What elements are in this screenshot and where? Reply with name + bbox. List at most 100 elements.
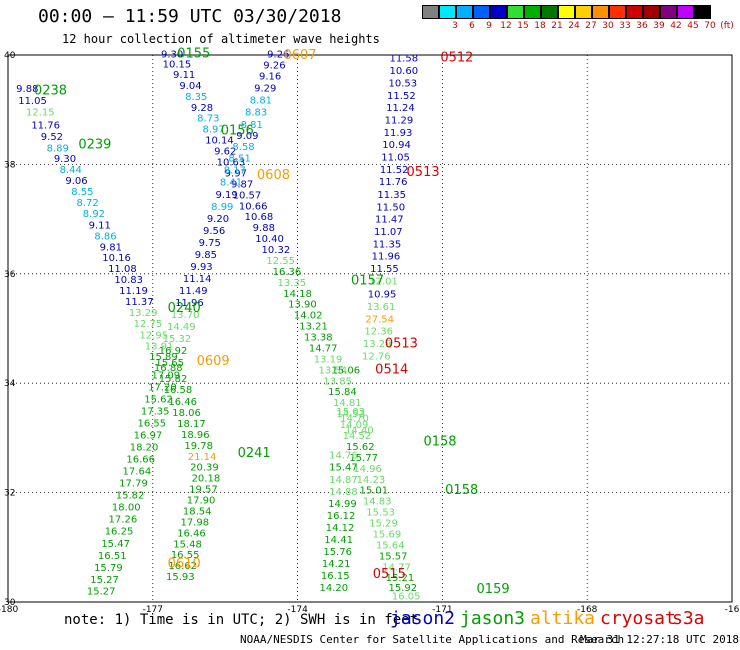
wave-height-value: 9.88 (16, 84, 38, 95)
wave-height-value: 15.03 (336, 407, 365, 418)
wave-height-value: 11.96 (372, 252, 401, 263)
wave-height-value: 11.55 (370, 264, 399, 275)
wave-height-value: 15.06 (332, 365, 361, 376)
wave-height-value: 11.52 (387, 91, 416, 102)
legend-swatch (626, 5, 643, 19)
wave-height-value: 11.52 (380, 165, 409, 176)
wave-height-value: 15.84 (328, 387, 357, 398)
footnote: note: 1) Time is in UTC; 2) SWH is in fe… (64, 612, 419, 628)
legend-swatch (558, 5, 575, 19)
legend-swatch (456, 5, 473, 19)
wave-height-value: 9.11 (173, 70, 195, 81)
wave-height-value: 8.17 (224, 166, 246, 177)
wave-height-value: 13.54 (319, 365, 348, 376)
wave-height-value: 8.97 (202, 125, 224, 136)
legend-jason3: jason3 (460, 608, 526, 629)
wave-height-value: 10.57 (233, 190, 262, 201)
wave-height-value: 8.72 (77, 198, 99, 209)
wave-height-value: 8.81 (250, 96, 272, 107)
wave-height-value: 12.15 (26, 108, 55, 119)
track-time-label: 0156 (221, 123, 254, 138)
legend-tick-label: 45 (687, 21, 699, 31)
wave-height-value: 12.76 (362, 352, 391, 363)
track-time-label: 0155 (177, 47, 210, 62)
wave-height-value: 9.04 (179, 81, 201, 92)
lon-label: -171 (432, 605, 452, 615)
wave-height-value: 11.50 (376, 202, 405, 213)
wave-height-value: 11.37 (125, 297, 154, 308)
wave-height-value: 11.29 (385, 115, 414, 126)
wave-height-value: 16.66 (126, 455, 155, 466)
lon-label: -180 (0, 605, 18, 615)
wave-height-value: 14.76 (329, 451, 358, 462)
legend-altika: altika (530, 608, 596, 629)
legend-swatch (541, 5, 558, 19)
wave-height-value: 10.53 (389, 79, 418, 90)
track-time-label: 0515 (373, 567, 406, 582)
map-frame (7, 54, 733, 603)
track-time-label: 0610 (168, 557, 201, 572)
wave-height-value: 15.64 (376, 540, 405, 551)
legend-tick-label: 33 (619, 21, 631, 31)
wave-height-value: 11.08 (108, 264, 137, 275)
wave-height-value: 14.87 (329, 475, 358, 486)
track-time-label: 0240 (168, 301, 201, 316)
wave-height-value: 18.54 (183, 506, 212, 517)
wave-height-value: 15.32 (163, 334, 192, 345)
lon-label: -177 (143, 605, 163, 615)
wave-height-value: 9.09 (236, 131, 258, 142)
wave-height-value: 8.55 (71, 187, 93, 198)
wave-height-value: 11.07 (374, 227, 403, 238)
wave-height-value: 9.52 (41, 132, 63, 143)
legend-s3a: s3a (672, 608, 705, 629)
wave-height-value: 16.62 (168, 561, 197, 572)
legend-swatch (575, 5, 592, 19)
wave-height-value: 18.96 (181, 430, 210, 441)
legend-tick-label: 42 (670, 21, 682, 31)
wave-height-value: 16.36 (273, 267, 302, 278)
wave-height-value: 14.12 (326, 523, 355, 534)
wave-height-value: 17.64 (123, 467, 152, 478)
wave-height-value: 16.58 (164, 385, 193, 396)
track-time-label: 0512 (440, 51, 473, 66)
legend-swatch (507, 5, 524, 19)
wave-height-value: 10.16 (102, 253, 131, 264)
track-time-label: 0514 (375, 362, 408, 377)
wave-height-value: 15.47 (101, 539, 130, 550)
wave-height-value: 12.55 (266, 256, 295, 267)
wave-height-value: 19.78 (184, 441, 213, 452)
wave-height-value: 13.19 (314, 354, 343, 365)
wave-height-value: 15.48 (173, 539, 202, 550)
wave-height-value: 13.90 (288, 300, 317, 311)
wave-height-value: 17.20 (148, 382, 177, 393)
legend-swatch (643, 5, 660, 19)
legend-swatch (592, 5, 609, 19)
wave-height-value: 11.05 (18, 96, 47, 107)
lat-label: 36 (4, 270, 16, 280)
wave-height-value: 15.89 (149, 352, 178, 363)
wave-height-value: 17.26 (109, 515, 138, 526)
legend-swatch (473, 5, 490, 19)
wave-height-value: 9.26 (263, 61, 285, 72)
wave-height-value: 15.65 (155, 358, 184, 369)
track-time-label: 0513 (385, 337, 418, 352)
wave-height-value: 11.49 (179, 286, 208, 297)
wave-height-value: 16.05 (392, 591, 421, 602)
legend-tick-label: 30 (602, 21, 614, 31)
wave-height-value: 14.18 (283, 289, 312, 300)
wave-height-value: 13.61 (367, 302, 396, 313)
wave-height-value: 9.97 (225, 168, 247, 179)
wave-height-value: 14.52 (343, 431, 372, 442)
legend-tick-label: 36 (636, 21, 648, 31)
wave-height-value: 10.66 (239, 201, 268, 212)
wave-height-value: 14.40 (345, 426, 374, 437)
wave-height-value: 9.06 (65, 176, 87, 187)
track-time-label: 0158 (423, 435, 456, 450)
wave-height-value: 8.89 (47, 143, 69, 154)
wave-height-value: 14.49 (167, 322, 196, 333)
wave-height-value: 14.83 (363, 497, 392, 508)
wave-height-value: 16.46 (177, 528, 206, 539)
track-time-label: 0159 (477, 582, 510, 597)
legend-swatch (524, 5, 541, 19)
wave-height-value: 8.41 (220, 178, 242, 189)
